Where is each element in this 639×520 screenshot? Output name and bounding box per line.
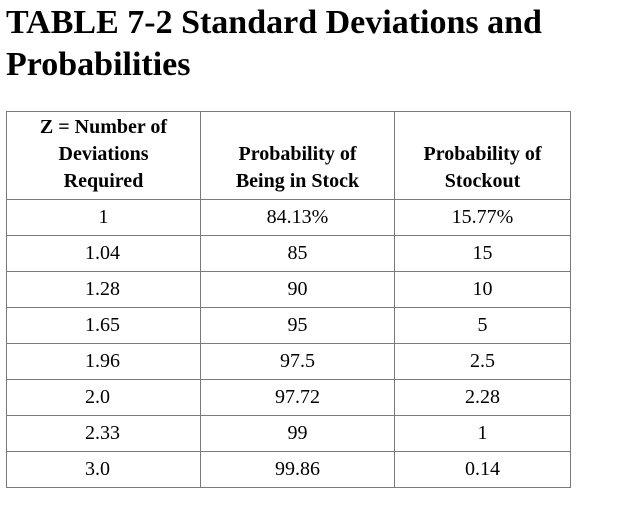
table-row: 1.28 90 10 — [6, 271, 571, 308]
table-row: 1.96 97.5 2.5 — [6, 343, 571, 380]
table-row: 2.0 97.72 2.28 — [6, 379, 571, 416]
cell-z-value: 1.28 — [6, 271, 201, 308]
cell-probability-in-stock: 90 — [200, 271, 395, 308]
header-line: Required — [63, 170, 144, 192]
table-container: Z = Number of Deviations Required Probab… — [6, 111, 571, 488]
cell-probability-stockout: 2.28 — [394, 379, 571, 416]
cell-z-value: 1.04 — [6, 235, 201, 272]
header-line: Z = Number of — [39, 116, 168, 138]
header-line: Probability of — [423, 143, 542, 165]
cell-z-value: 2.0 — [6, 379, 201, 416]
table-row: 1.65 95 5 — [6, 307, 571, 344]
cell-probability-in-stock: 97.5 — [200, 343, 395, 380]
cell-z-value: 1.96 — [6, 343, 201, 380]
table-row: 1.04 85 15 — [6, 235, 571, 272]
header-line: Being in Stock — [235, 170, 360, 192]
cell-probability-stockout: 10 — [394, 271, 571, 308]
cell-z-value: 1 — [6, 199, 201, 236]
header-row: Z = Number of Deviations Required Probab… — [6, 111, 571, 200]
table-body: 1 84.13% 15.77% 1.04 85 15 1.28 90 10 1.65 95 5 1.96… — [6, 199, 571, 488]
cell-probability-in-stock: 85 — [200, 235, 395, 272]
cell-probability-in-stock: 97.72 — [200, 379, 395, 416]
std-dev-table: Z = Number of Deviations Required Probab… — [6, 111, 571, 488]
table-row: 3.0 99.86 0.14 — [6, 451, 571, 488]
header-line: Stockout — [444, 170, 521, 192]
cell-probability-stockout: 5 — [394, 307, 571, 344]
cell-z-value: 2.33 — [6, 415, 201, 452]
cell-probability-stockout: 15.77% — [394, 199, 571, 236]
cell-probability-in-stock: 99 — [200, 415, 395, 452]
cell-probability-stockout: 1 — [394, 415, 571, 452]
title-line-1: TABLE 7-2 Standard Deviations and — [6, 4, 542, 41]
table-row: 2.33 99 1 — [6, 415, 571, 452]
cell-probability-in-stock: 84.13% — [200, 199, 395, 236]
cell-probability-in-stock: 99.86 — [200, 451, 395, 488]
cell-probability-stockout: 2.5 — [394, 343, 571, 380]
header-z-deviations: Z = Number of Deviations Required — [6, 111, 201, 200]
cell-z-value: 3.0 — [6, 451, 201, 488]
cell-probability-in-stock: 95 — [200, 307, 395, 344]
title-line-2: Probabilities — [6, 46, 191, 83]
cell-z-value: 1.65 — [6, 307, 201, 344]
table-row: 1 84.13% 15.77% — [6, 199, 571, 236]
header-line: Probability of — [238, 143, 357, 165]
header-probability-stockout: Probability of Stockout — [394, 111, 571, 200]
cell-probability-stockout: 15 — [394, 235, 571, 272]
header-line: Deviations — [58, 143, 149, 165]
cell-probability-stockout: 0.14 — [394, 451, 571, 488]
table-title: TABLE 7-2 Standard Deviations and Probab… — [6, 2, 626, 86]
header-probability-in-stock: Probability of Being in Stock — [200, 111, 395, 200]
